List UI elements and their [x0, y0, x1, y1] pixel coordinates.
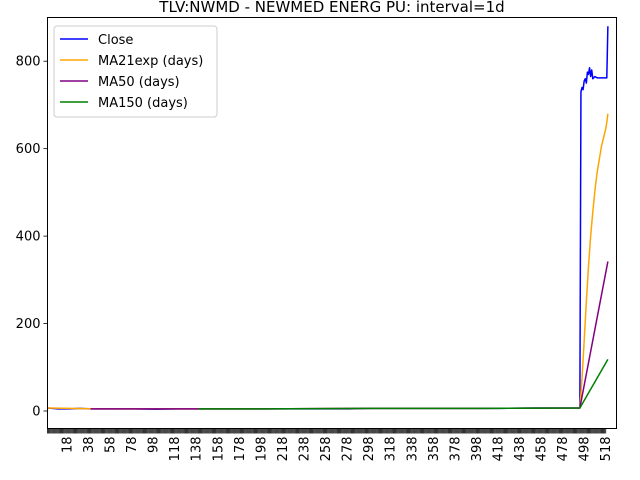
x-tick-label: 138: [190, 437, 205, 462]
y-tick-label: 200: [16, 317, 41, 332]
x-tick-label: 18: [60, 437, 75, 454]
x-tick-label: 338: [405, 437, 420, 462]
x-tick-label: 518: [599, 437, 614, 462]
x-axis: 18 38 58 78 98 118 138 158 178 198 218 238 258 278 298…: [47, 428, 614, 462]
chart-title: TLV:NWMD - NEWMED ENERG PU: interval=1d: [158, 0, 504, 16]
x-tick-label: 378: [448, 437, 463, 462]
x-tick-label: 58: [104, 437, 119, 454]
y-tick-label: 800: [16, 55, 41, 70]
x-tick-label: 458: [535, 437, 550, 462]
legend-label: MA150 (days): [98, 96, 188, 111]
x-tick-label: 418: [491, 437, 506, 462]
x-tick-label: 198: [254, 437, 269, 462]
x-tick-label: 218: [276, 437, 291, 462]
x-tick-label: 38: [82, 437, 97, 454]
y-tick-label: 0: [32, 405, 40, 420]
x-tick-label: 278: [341, 437, 356, 462]
x-tick-label: 398: [470, 437, 485, 462]
x-tick-label: 358: [427, 437, 442, 462]
x-tick-label: 78: [125, 437, 140, 454]
series-line-3: [198, 359, 609, 410]
x-tick-label: 178: [233, 437, 248, 462]
legend-label: MA21exp (days): [98, 54, 203, 69]
y-tick-label: 400: [16, 230, 41, 245]
series-layer: [47, 26, 609, 411]
y-axis: 0 200 400 600 800: [16, 55, 48, 420]
legend-box: [53, 25, 218, 118]
legend-label: Close: [98, 33, 133, 48]
x-tick-label: 438: [513, 437, 528, 462]
x-tick-label: 498: [578, 437, 593, 462]
x-tick-label: 478: [556, 437, 571, 462]
plot-frame: [47, 17, 617, 429]
x-tick-label: 98: [147, 437, 162, 454]
legend: Close MA21exp (days) MA50 (days) MA150 (day…: [53, 25, 218, 118]
x-tick-label: 258: [319, 437, 334, 462]
y-tick-label: 600: [16, 142, 41, 157]
x-tick-label: 298: [362, 437, 377, 462]
x-tick-label: 238: [297, 437, 312, 462]
x-tick-label: 158: [211, 437, 226, 462]
x-tick-label: 318: [384, 437, 399, 462]
x-tick-label: 118: [168, 437, 183, 462]
legend-label: MA50 (days): [98, 75, 180, 90]
